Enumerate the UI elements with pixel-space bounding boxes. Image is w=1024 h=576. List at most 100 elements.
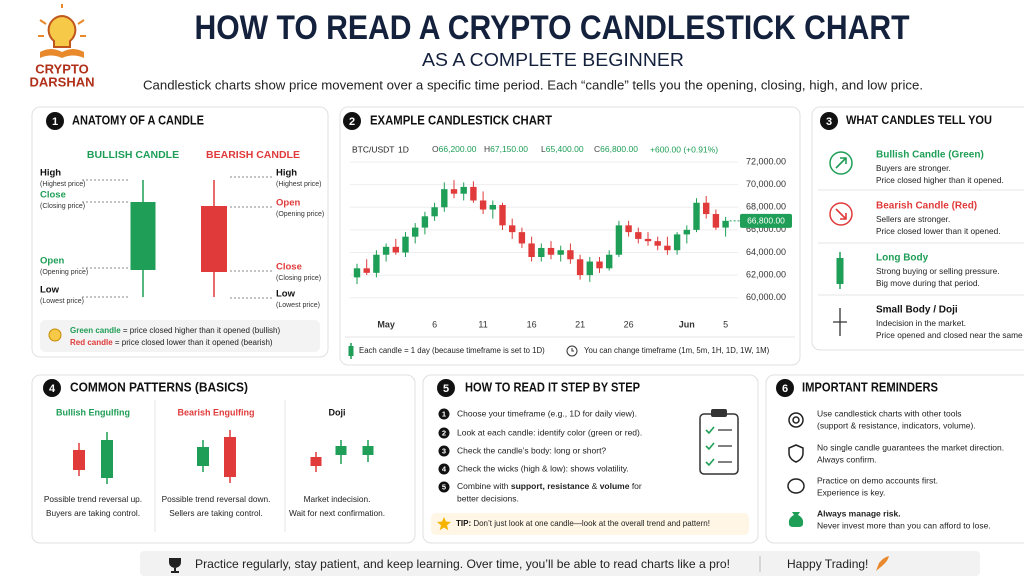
anatomy-note-line-part: = price closed lower than it opened (bea… bbox=[113, 338, 273, 347]
chart-note: You can change timeframe (1m, 5m, 1H, 1D… bbox=[584, 346, 770, 355]
clock-hand bbox=[571, 348, 574, 352]
step-text: Check the candle’s body: long or short? bbox=[457, 445, 606, 455]
x-tick-label: 26 bbox=[624, 319, 634, 329]
y-tick-label: 72,000.00 bbox=[746, 156, 786, 166]
x-tick-label: 11 bbox=[478, 319, 487, 329]
step-text: Check the wicks (high & low): shows vola… bbox=[457, 463, 629, 473]
step-badge bbox=[438, 408, 450, 420]
anatomy-label: Open bbox=[276, 198, 300, 209]
candle-body bbox=[635, 232, 642, 239]
candle-icon-body bbox=[348, 346, 354, 356]
candle-icon-body bbox=[224, 437, 236, 477]
signal-title: Long Body bbox=[876, 253, 929, 264]
logo-text: CRYPTO bbox=[35, 61, 88, 76]
panel bbox=[422, 374, 759, 544]
tip-box bbox=[431, 513, 749, 535]
candle-body bbox=[567, 250, 574, 260]
ohlc-readout-part: 67,150.00 bbox=[490, 144, 528, 154]
reminder-text: Practice on demo accounts first. bbox=[817, 475, 938, 485]
candle-body bbox=[586, 261, 593, 276]
page-title: HOW TO READ A CRYPTO CANDLESTICK CHART bbox=[195, 9, 910, 47]
candle-icon-body bbox=[73, 450, 85, 470]
anatomy-note: (Closing price) bbox=[40, 203, 85, 210]
step-number: 2 bbox=[442, 428, 446, 437]
chart-symbol: BTC/USDT bbox=[352, 144, 395, 154]
section-badge bbox=[343, 112, 361, 130]
candle-icon-body bbox=[310, 457, 322, 466]
chart-timeframe: 1D bbox=[398, 144, 409, 154]
footer-signoff: Happy Trading! bbox=[787, 557, 868, 571]
ohlc-readout: O66,200.00 bbox=[432, 144, 477, 154]
reminder-text: No single candle guarantees the market d… bbox=[817, 442, 1004, 452]
candle-icon-body bbox=[362, 446, 374, 455]
candle-body bbox=[654, 241, 661, 246]
check-mark bbox=[705, 442, 715, 451]
ohlc-readout-part: 66,200.00 bbox=[439, 144, 477, 154]
candle-icon-body bbox=[201, 206, 227, 272]
candle-body bbox=[499, 205, 506, 226]
anatomy-label: Low bbox=[40, 285, 60, 296]
x-tick-label: Jun bbox=[679, 319, 695, 329]
page-subtitle: AS A COMPLETE BEGINNER bbox=[422, 50, 684, 70]
tip-text-part: TIP: bbox=[456, 519, 471, 528]
clipboard-clip bbox=[711, 409, 727, 417]
section-badge bbox=[437, 379, 455, 397]
section-badge bbox=[46, 112, 64, 130]
candle-body bbox=[353, 268, 361, 278]
section-number: 5 bbox=[443, 383, 449, 395]
last-price-tag bbox=[740, 213, 792, 228]
candle-body bbox=[712, 214, 720, 228]
candle-body bbox=[596, 261, 603, 269]
x-tick-label: 5 bbox=[723, 319, 728, 329]
pattern-text: Market indecision. bbox=[304, 494, 371, 504]
x-tick-label: 6 bbox=[432, 319, 437, 329]
bullish-icon bbox=[829, 151, 853, 175]
ohlc-readout: H67,150.00 bbox=[484, 144, 528, 154]
target-icon bbox=[788, 412, 804, 428]
candle-body bbox=[528, 243, 535, 257]
y-tick-label: 60,000.00 bbox=[746, 292, 786, 302]
panel bbox=[31, 374, 416, 544]
candle-icon-body bbox=[101, 440, 113, 478]
candle-body bbox=[538, 247, 545, 257]
x-tick-label: May bbox=[377, 319, 395, 329]
section-title: ANATOMY OF A CANDLE bbox=[72, 113, 204, 127]
clipboard bbox=[699, 413, 739, 475]
candle-body bbox=[673, 234, 681, 251]
section-number: 3 bbox=[826, 116, 832, 128]
step-text-part: for bbox=[629, 481, 641, 491]
candle-body bbox=[402, 236, 409, 253]
step-text: Choose your timeframe (e.g., 1D for dail… bbox=[457, 408, 637, 418]
candle-body bbox=[606, 254, 613, 269]
reminder-text: Never invest more than you can afford to… bbox=[817, 520, 991, 530]
candle-body bbox=[683, 229, 690, 235]
x-tick-label: 16 bbox=[527, 319, 537, 329]
candle-icon-body bbox=[836, 258, 844, 284]
star-icon bbox=[437, 517, 451, 531]
pattern-text: Buyers are taking control. bbox=[46, 508, 140, 518]
signal-text: Strong buying or selling pressure. bbox=[876, 266, 1000, 276]
anatomy-note-line: Red candle = price closed lower than it … bbox=[70, 338, 273, 347]
candle-body bbox=[450, 189, 458, 194]
pattern-text: Possible trend reversal up. bbox=[44, 494, 142, 504]
logo-ray bbox=[39, 19, 47, 25]
step-text-part: support, resistance bbox=[511, 481, 590, 491]
candle-body bbox=[547, 247, 555, 255]
candle-body bbox=[557, 250, 564, 255]
section-number: 6 bbox=[782, 383, 788, 395]
anatomy-note: (Opening price) bbox=[40, 269, 88, 276]
reminder-text: (support & resistance, indicators, volum… bbox=[817, 420, 976, 430]
candle-body bbox=[625, 225, 632, 233]
tip-text-part: Don’t just look at one candle—look at th… bbox=[471, 519, 710, 528]
ohlc-readout: L65,400.00 bbox=[541, 144, 584, 154]
x-tick-label: 21 bbox=[575, 319, 585, 329]
candle-body bbox=[421, 216, 429, 228]
reminder-text: Use candlestick charts with other tools bbox=[817, 408, 962, 418]
pattern-text: Possible trend reversal down. bbox=[162, 494, 271, 504]
step-text-part: volume bbox=[600, 481, 630, 491]
palette-icon bbox=[787, 478, 805, 494]
signal-text: Price opened and closed near the same bbox=[876, 330, 1023, 340]
step-text: better decisions. bbox=[457, 493, 519, 503]
step-text: Look at each candle: identify color (gre… bbox=[457, 427, 642, 437]
signal-title: Bullish Candle (Green) bbox=[876, 150, 984, 161]
